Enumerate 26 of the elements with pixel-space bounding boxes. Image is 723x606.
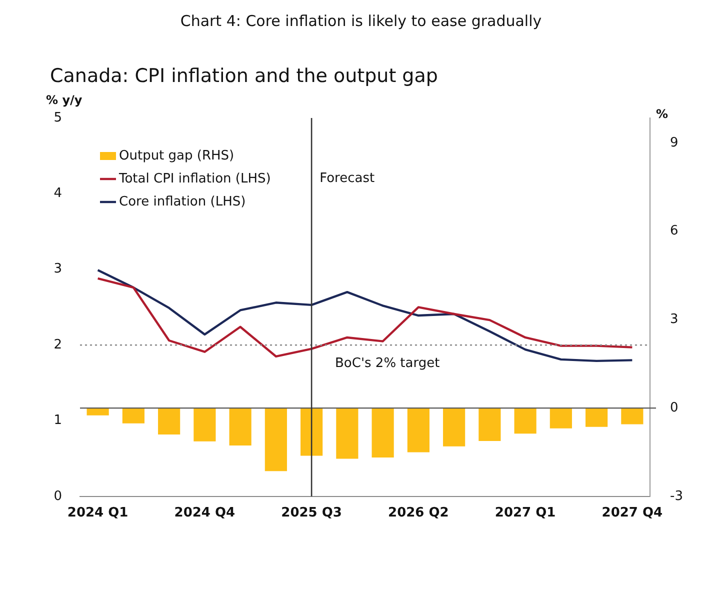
x-tick-label: 2026 Q2 xyxy=(388,506,449,521)
x-tick-label: 2025 Q3 xyxy=(281,506,342,521)
chart-title: Chart 4: Core inflation is likely to ease gradually xyxy=(180,12,542,30)
y2-tick-label: -3 xyxy=(670,488,683,504)
y2-tick-label: 6 xyxy=(670,224,678,239)
y2-axis-title: % xyxy=(656,107,668,121)
legend-label: Core inflation (LHS) xyxy=(119,194,246,210)
x-tick-label: 2024 Q1 xyxy=(67,506,128,521)
x-tick-label: 2027 Q4 xyxy=(602,506,663,521)
y-tick-label: 1 xyxy=(54,413,62,428)
y-tick-label: 3 xyxy=(54,262,62,277)
x-tick-label: 2027 Q1 xyxy=(494,506,556,521)
y-tick-label: 4 xyxy=(54,186,62,202)
y2-tick-label: 0 xyxy=(670,400,678,416)
legend-label: Total CPI inflation (LHS) xyxy=(118,171,271,186)
x-tick-label: 2024 Q4 xyxy=(174,506,236,521)
y-tick-label: 2 xyxy=(54,337,62,352)
ref-line-label: Forecast xyxy=(320,171,375,186)
ref-line-label: BoC's 2% target xyxy=(335,356,440,372)
y2-tick-label: 3 xyxy=(670,312,678,328)
y-axis-title: % y/y xyxy=(46,93,82,107)
y2-tick-label: 9 xyxy=(670,135,678,150)
legend-label: Output gap (RHS) xyxy=(119,148,234,164)
chart-subtitle: Canada: CPI inflation and the output gap xyxy=(50,65,438,87)
y-tick-label: 5 xyxy=(54,110,62,126)
y-tick-label: 0 xyxy=(54,488,62,504)
